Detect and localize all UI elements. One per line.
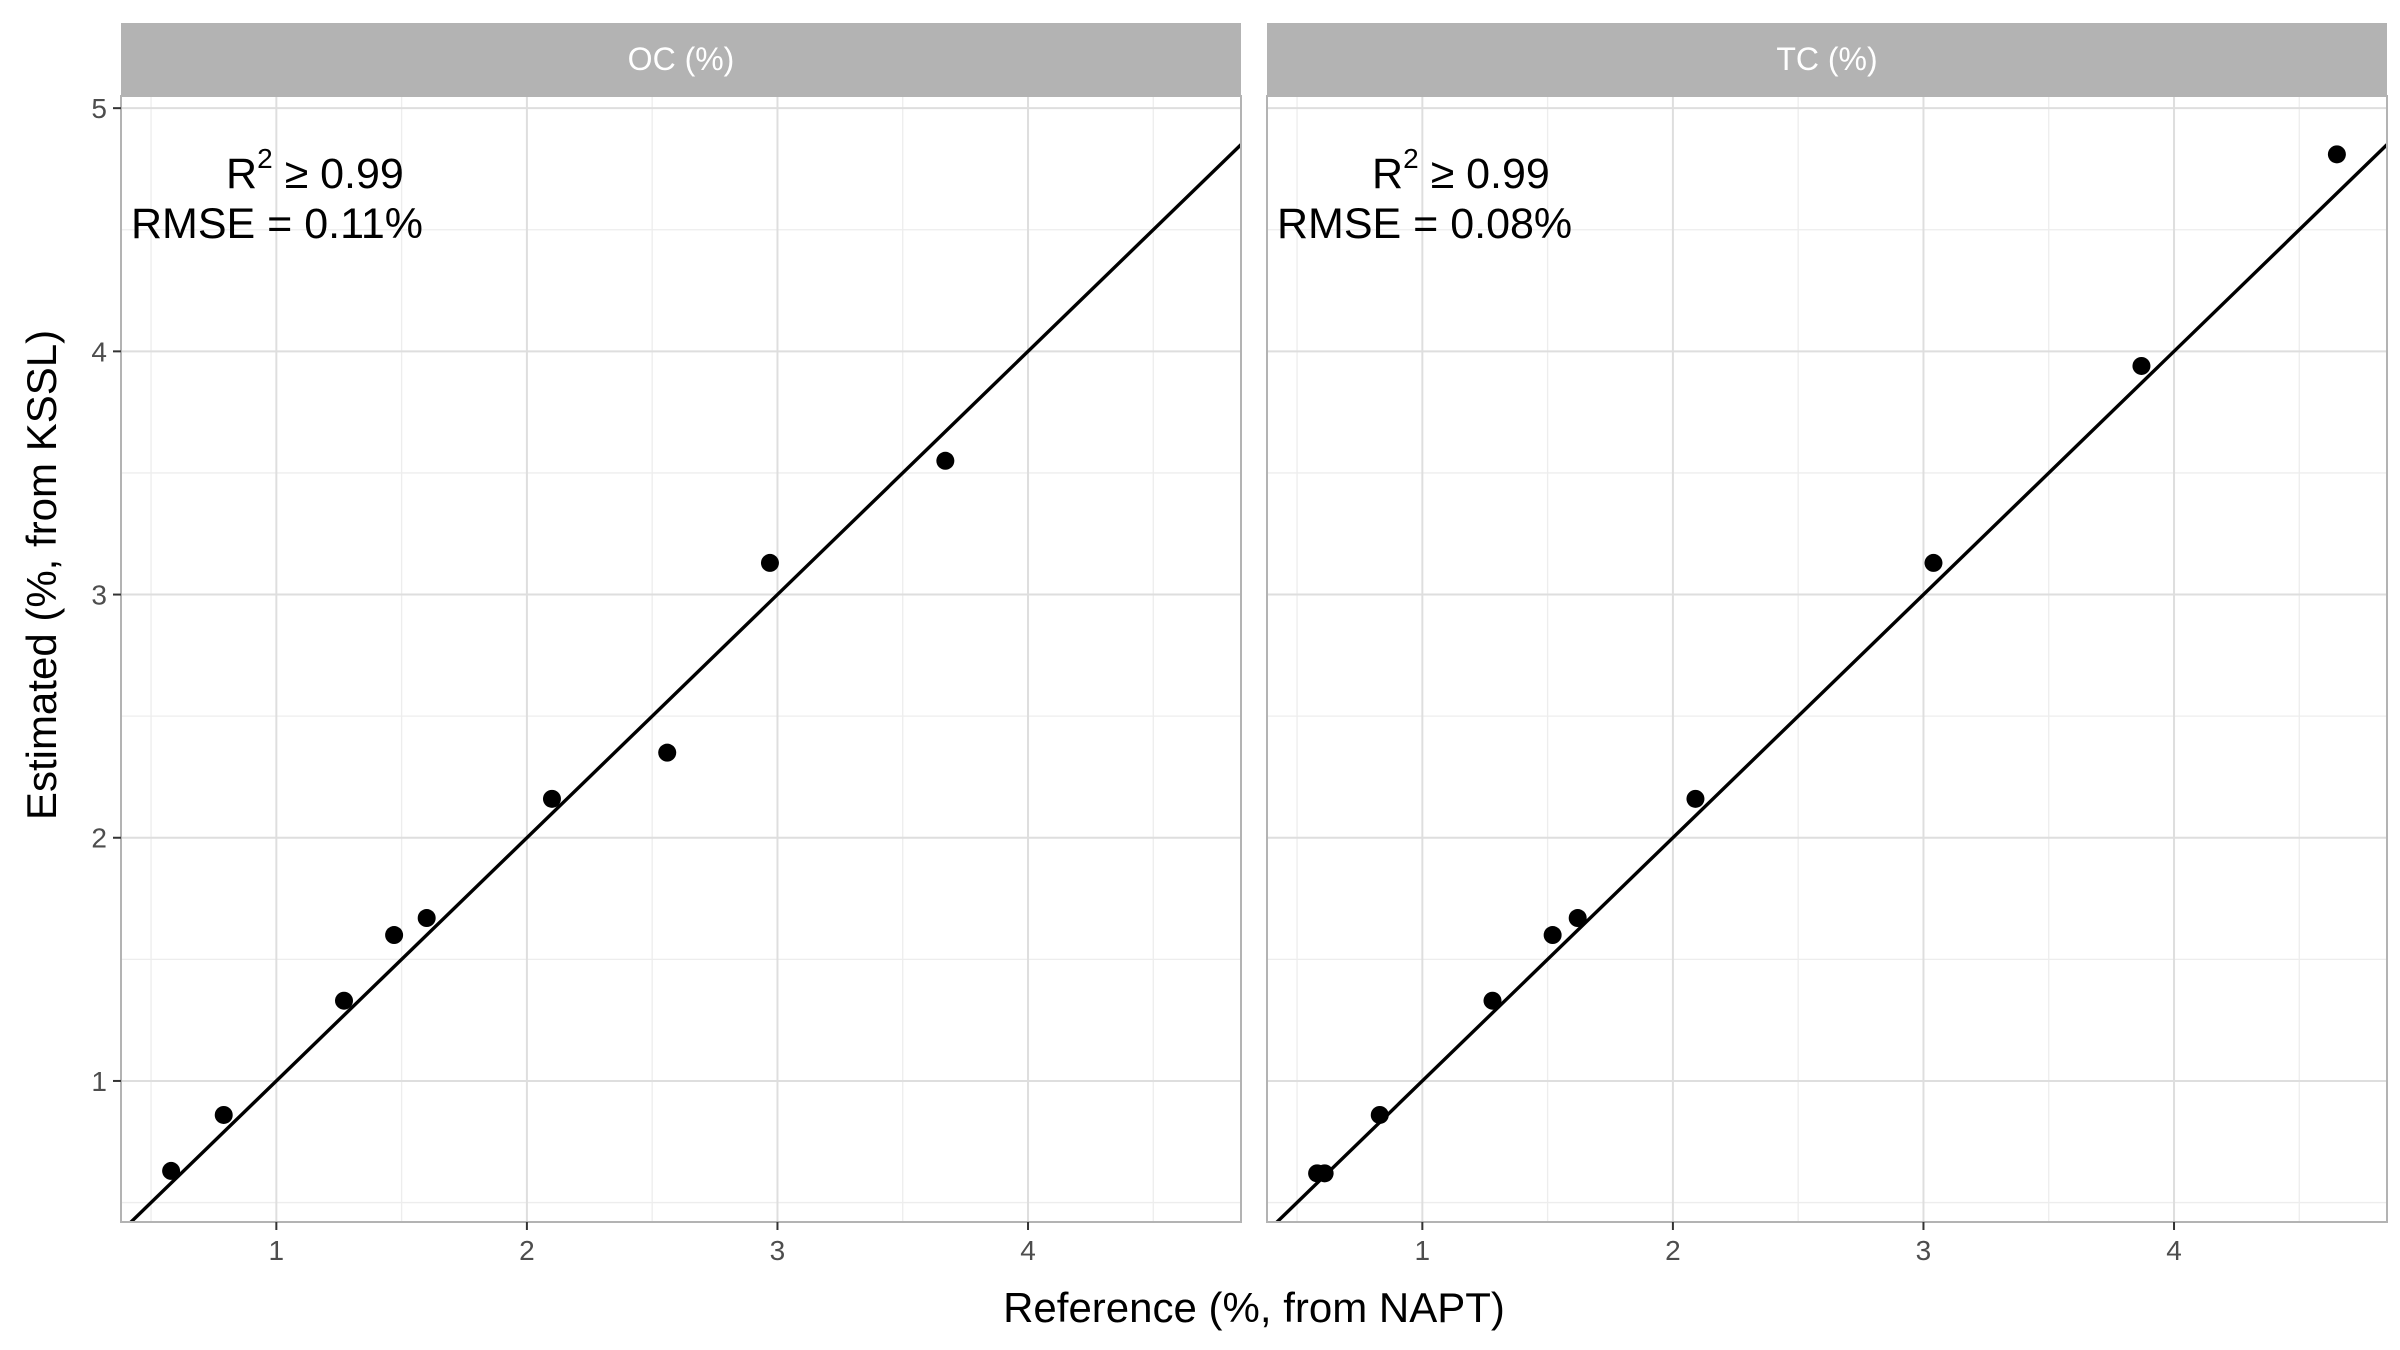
- data-point-2: [1315, 1164, 1334, 1183]
- data-point-7: [658, 743, 677, 762]
- x-axis-title: Reference (%, from NAPT): [1003, 1284, 1505, 1331]
- data-point-5: [1543, 926, 1562, 945]
- y-axis-tick-labels: 1 2 3 4 5: [91, 93, 121, 1097]
- y-tick-label: 5: [91, 93, 107, 124]
- x-tick-label: 2: [519, 1235, 535, 1266]
- data-point-8: [760, 553, 779, 572]
- y-tick-label: 2: [91, 823, 107, 854]
- data-point-4: [1483, 991, 1502, 1010]
- x-axis-tick-labels: 1 2 3 4 1 2 3 4: [269, 1222, 2182, 1266]
- grid-lines: [121, 96, 1241, 1222]
- panel-border: [1266, 95, 2388, 1223]
- x-tick-label: 3: [770, 1235, 786, 1266]
- x-tick-label: 4: [2166, 1235, 2182, 1266]
- r-squared-label: R2 ≥ 0.99: [1372, 143, 1550, 198]
- data-points: [1308, 145, 2346, 1183]
- grid-lines: [1267, 96, 2387, 1222]
- x-tick-label: 1: [269, 1235, 285, 1266]
- fit-line: [1274, 143, 2387, 1222]
- x-tick-label: 1: [1415, 1235, 1431, 1266]
- x-tick-label: 3: [1916, 1235, 1932, 1266]
- facet-strip-label: OC (%): [628, 41, 735, 77]
- panel-border: [120, 95, 1242, 1223]
- data-point-3: [334, 991, 353, 1010]
- fit-line: [128, 143, 1241, 1222]
- y-axis-title: Estimated (%, from KSSL): [18, 330, 65, 820]
- facet-strip: [121, 23, 1241, 95]
- facet-strip-label: TC (%): [1776, 41, 1877, 77]
- y-tick-label: 3: [91, 580, 107, 611]
- data-point-5: [417, 909, 436, 928]
- facet-strip: [1267, 23, 2387, 95]
- data-point-8: [1924, 553, 1943, 572]
- data-point-3: [1370, 1105, 1389, 1124]
- data-point-2: [214, 1105, 233, 1124]
- rmse-label: RMSE = 0.08%: [1277, 200, 1572, 248]
- r-squared-label: R2 ≥ 0.99: [226, 143, 404, 198]
- data-point-1: [162, 1161, 181, 1180]
- y-tick-label: 4: [91, 336, 107, 367]
- panel-background: [1267, 96, 2387, 1222]
- data-point-7: [1686, 789, 1705, 808]
- data-point-10: [2327, 145, 2346, 164]
- data-point-6: [1568, 909, 1587, 928]
- panel-background: [121, 96, 1241, 1222]
- data-points: [162, 451, 955, 1180]
- rmse-label: RMSE = 0.11%: [131, 200, 423, 248]
- x-tick-label: 2: [1665, 1235, 1681, 1266]
- x-tick-label: 4: [1020, 1235, 1036, 1266]
- data-point-6: [542, 789, 561, 808]
- data-point-4: [385, 926, 404, 945]
- y-tick-label: 1: [91, 1066, 107, 1097]
- data-point-9: [936, 451, 955, 470]
- data-point-9: [2132, 356, 2151, 375]
